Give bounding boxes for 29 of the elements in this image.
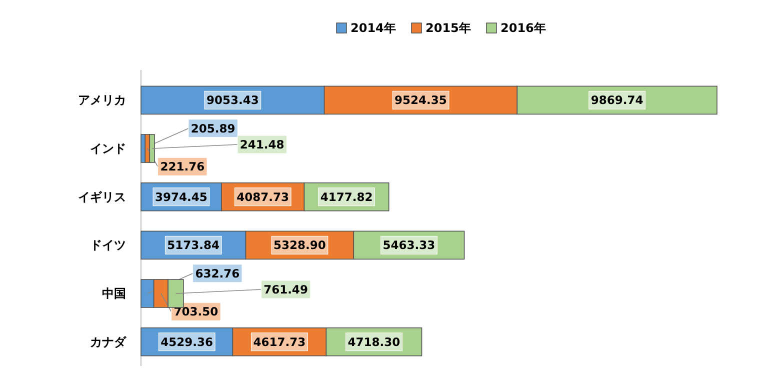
data-label: 205.89	[190, 121, 236, 136]
data-label: 4177.82	[320, 190, 373, 204]
y-tick-label: ドイツ	[90, 238, 126, 252]
data-label: 5173.84	[167, 238, 220, 252]
data-label: 9053.43	[206, 93, 259, 108]
data-label: 4617.73	[253, 334, 306, 349]
legend-label: 2015年	[426, 21, 471, 35]
y-tick-label: インド	[90, 142, 126, 156]
bar	[140, 134, 146, 163]
data-label: 9869.74	[590, 93, 644, 108]
data-label: 632.76	[195, 266, 240, 280]
data-label: 761.49	[264, 282, 308, 296]
data-label: 9524.35	[394, 93, 447, 108]
y-tick-label: カナダ	[90, 334, 127, 349]
data-label: 4529.36	[160, 334, 214, 349]
legend-label: 2016年	[500, 21, 546, 35]
data-label: 221.76	[160, 160, 205, 174]
y-tick-label: アメリカ	[78, 93, 126, 108]
data-label: 241.48	[240, 137, 284, 152]
data-label: 4718.30	[348, 334, 400, 349]
data-label: 5463.33	[382, 238, 436, 252]
bar	[149, 134, 155, 163]
y-tick-label: イギリス	[78, 190, 126, 204]
data-label: 4087.73	[236, 190, 290, 204]
data-label: 3974.45	[155, 190, 208, 204]
data-label: 703.50	[174, 304, 218, 319]
y-tick-label: 中国	[102, 286, 126, 300]
data-label: 5328.90	[274, 238, 326, 252]
legend-label: 2014年	[350, 21, 396, 35]
